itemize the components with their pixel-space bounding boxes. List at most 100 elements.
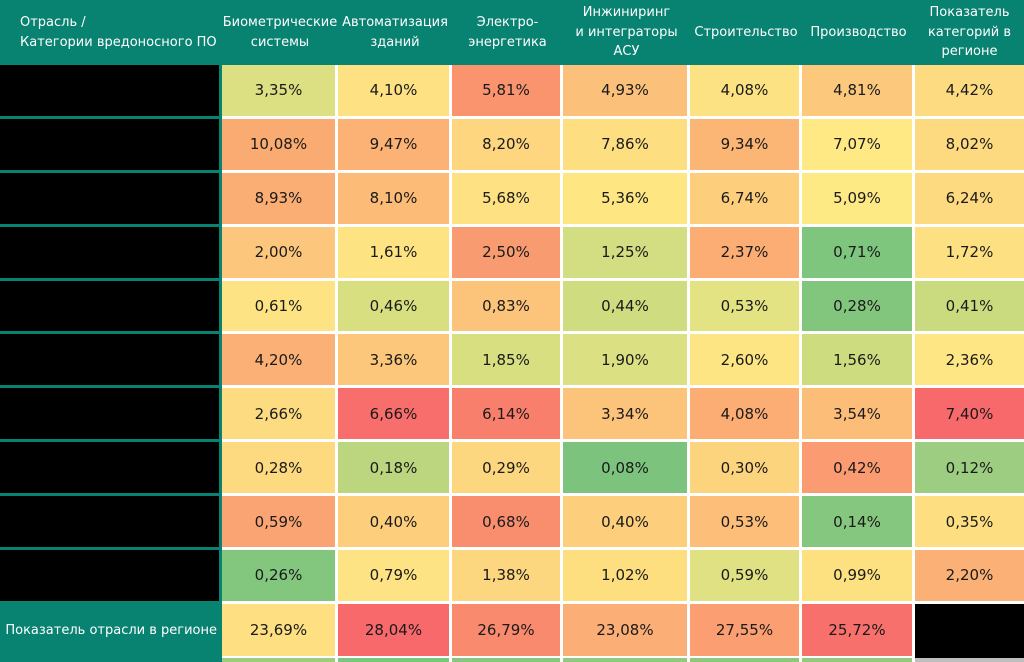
heatmap-cell: 2,66% bbox=[222, 388, 338, 443]
heatmap-cell: 0,30% bbox=[690, 442, 802, 497]
redacted-row-label bbox=[0, 388, 222, 443]
heatmap-cell: 6,24% bbox=[915, 172, 1024, 227]
heatmap-cell: 9,34% bbox=[690, 118, 802, 173]
heatmap-cell: 0,44% bbox=[563, 280, 690, 335]
footer-cell: 25,72% bbox=[802, 603, 915, 658]
heatmap-cell: 2,50% bbox=[452, 226, 563, 281]
heatmap-cell: 5,36% bbox=[563, 172, 690, 227]
heatmap-cell: 1,61% bbox=[338, 226, 452, 281]
redacted-row-label bbox=[0, 118, 222, 173]
heatmap-cell: 10,08% bbox=[222, 118, 338, 173]
column-header-biometric: Биометрические системы bbox=[222, 0, 338, 65]
heatmap-cell: 0,40% bbox=[563, 496, 690, 551]
heatmap-cell: 0,61% bbox=[222, 280, 338, 335]
footer-cell: 27,55% bbox=[690, 603, 802, 658]
heatmap-cell: 0,53% bbox=[690, 496, 802, 551]
heatmap-cell: 0,53% bbox=[690, 280, 802, 335]
redacted-row-label bbox=[0, 442, 222, 497]
column-header-engineering: Инжиниринг и интеграторы АСУ bbox=[563, 0, 690, 65]
heatmap-cell: 1,90% bbox=[563, 334, 690, 389]
heatmap-cell: 4,08% bbox=[690, 65, 802, 119]
heatmap-cell: 4,42% bbox=[915, 65, 1024, 119]
heatmap-cell: 6,66% bbox=[338, 388, 452, 443]
partial-next-row-cell bbox=[222, 657, 338, 662]
corner-header: Отрасль / Категории вредоносного ПО bbox=[0, 0, 222, 65]
heatmap-cell: 7,07% bbox=[802, 118, 915, 173]
heatmap-cell: 0,08% bbox=[563, 442, 690, 497]
partial-next-row-cell bbox=[802, 657, 915, 662]
partial-next-row-cell bbox=[690, 657, 802, 662]
heatmap-cell: 5,09% bbox=[802, 172, 915, 227]
redacted-row-label bbox=[0, 280, 222, 335]
heatmap-cell: 1,56% bbox=[802, 334, 915, 389]
heatmap-cell: 0,83% bbox=[452, 280, 563, 335]
heatmap-cell: 9,47% bbox=[338, 118, 452, 173]
redacted-footer-cell bbox=[915, 603, 1024, 658]
redacted-row-label bbox=[0, 334, 222, 389]
heatmap-cell: 7,40% bbox=[915, 388, 1024, 443]
redacted-row-label bbox=[0, 172, 222, 227]
heatmap-cell: 3,54% bbox=[802, 388, 915, 443]
heatmap-cell: 2,37% bbox=[690, 226, 802, 281]
heatmap-cell: 0,12% bbox=[915, 442, 1024, 497]
partial-next-row-cell bbox=[338, 657, 452, 662]
redacted-row-label bbox=[0, 496, 222, 551]
heatmap-cell: 4,81% bbox=[802, 65, 915, 119]
footer-cell: 23,69% bbox=[222, 603, 338, 658]
heatmap-cell: 8,02% bbox=[915, 118, 1024, 173]
column-header-construction: Строительство bbox=[690, 0, 802, 65]
heatmap-cell: 0,29% bbox=[452, 442, 563, 497]
heatmap-cell: 0,35% bbox=[915, 496, 1024, 551]
heatmap-cell: 8,10% bbox=[338, 172, 452, 227]
heatmap-cell: 4,20% bbox=[222, 334, 338, 389]
heatmap-cell: 1,85% bbox=[452, 334, 563, 389]
heatmap-cell: 5,68% bbox=[452, 172, 563, 227]
heatmap-cell: 6,14% bbox=[452, 388, 563, 443]
column-header-manufacturing: Производство bbox=[802, 0, 915, 65]
heatmap-cell: 0,46% bbox=[338, 280, 452, 335]
heatmap-cell: 0,59% bbox=[222, 496, 338, 551]
heatmap-cell: 2,36% bbox=[915, 334, 1024, 389]
heatmap-cell: 5,81% bbox=[452, 65, 563, 119]
heatmap-cell: 3,36% bbox=[338, 334, 452, 389]
heatmap-cell: 7,86% bbox=[563, 118, 690, 173]
heatmap-cell: 6,74% bbox=[690, 172, 802, 227]
heatmap-cell: 0,26% bbox=[222, 550, 338, 604]
heatmap-cell: 2,60% bbox=[690, 334, 802, 389]
heatmap-cell: 4,08% bbox=[690, 388, 802, 443]
heatmap-cell: 0,79% bbox=[338, 550, 452, 604]
footer-cell: 23,08% bbox=[563, 603, 690, 658]
heatmap-cell: 0,28% bbox=[222, 442, 338, 497]
column-header-energy: Электро- энергетика bbox=[452, 0, 563, 65]
redacted-row-label bbox=[0, 550, 222, 604]
heatmap-cell: 1,25% bbox=[563, 226, 690, 281]
heatmap-cell: 2,00% bbox=[222, 226, 338, 281]
heatmap-cell: 0,42% bbox=[802, 442, 915, 497]
heatmap-cell: 0,28% bbox=[802, 280, 915, 335]
heatmap-cell: 8,20% bbox=[452, 118, 563, 173]
partial-next-row-cell bbox=[563, 657, 690, 662]
footer-cell: 28,04% bbox=[338, 603, 452, 658]
footer-row-label: Показатель отрасли в регионе bbox=[0, 603, 222, 658]
heatmap-cell: 3,35% bbox=[222, 65, 338, 119]
heatmap-cell: 1,02% bbox=[563, 550, 690, 604]
heatmap-cell: 0,99% bbox=[802, 550, 915, 604]
partial-next-row-cell bbox=[915, 657, 1024, 662]
heatmap-cell: 3,34% bbox=[563, 388, 690, 443]
column-header-building-automation: Автоматизация зданий bbox=[338, 0, 452, 65]
heatmap-cell: 8,93% bbox=[222, 172, 338, 227]
heatmap-cell: 1,72% bbox=[915, 226, 1024, 281]
heatmap-cell: 2,20% bbox=[915, 550, 1024, 604]
heatmap-cell: 0,40% bbox=[338, 496, 452, 551]
heatmap-cell: 4,10% bbox=[338, 65, 452, 119]
heatmap-cell: 0,71% bbox=[802, 226, 915, 281]
column-header-region-category-share: Показатель категорий в регионе bbox=[915, 0, 1024, 65]
heatmap-cell: 0,59% bbox=[690, 550, 802, 604]
partial-next-row-cell bbox=[452, 657, 563, 662]
redacted-row-label bbox=[0, 65, 222, 119]
heatmap-cell: 1,38% bbox=[452, 550, 563, 604]
heatmap-cell: 0,18% bbox=[338, 442, 452, 497]
partial-next-row-cell bbox=[0, 657, 222, 662]
